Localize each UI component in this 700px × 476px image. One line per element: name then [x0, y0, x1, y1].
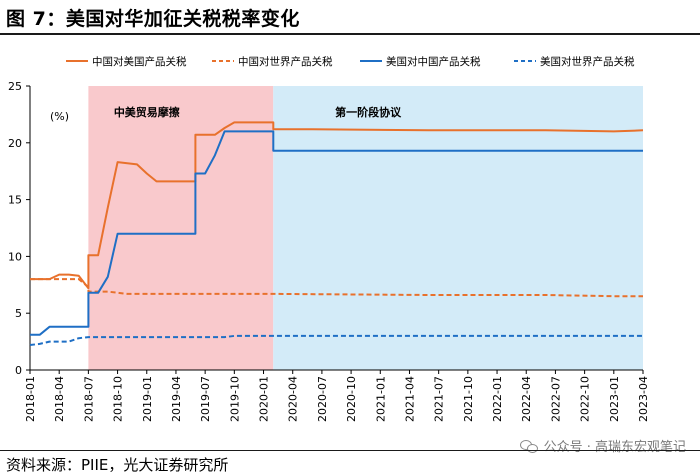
x-tick-label: 2022-04	[520, 376, 533, 422]
x-tick-label: 2018-10	[112, 376, 125, 422]
x-tick-label: 2020-07	[316, 376, 329, 422]
x-tick-label: 2021-07	[433, 376, 446, 422]
region-band	[88, 86, 274, 370]
series-line	[29, 334, 643, 346]
x-tick-label: 2019-01	[141, 376, 154, 422]
figure-title: 图 7：美国对华加征关税税率变化	[6, 8, 300, 30]
footer-divider	[0, 450, 700, 451]
legend-label: 美国对中国产品关税	[386, 55, 481, 68]
legend-label: 美国对世界产品关税	[540, 55, 635, 68]
legend-label: 中国对世界产品关税	[238, 55, 333, 68]
series-line	[30, 130, 643, 336]
series-lines	[29, 121, 644, 346]
x-tick-label: 2023-04	[637, 376, 650, 422]
y-tick-label: 10	[8, 250, 22, 263]
x-tick-label: 2019-07	[199, 376, 212, 422]
legend-label: 中国对美国产品关税	[92, 55, 187, 68]
y-tick-label: 0	[15, 364, 22, 377]
y-tick-label: 25	[8, 80, 22, 93]
watermark: 公众号 · 高瑞东宏观笔记	[519, 436, 686, 455]
watermark-text: 公众号 · 高瑞东宏观笔记	[543, 440, 686, 455]
tariff-line-chart: 0 5 10 15 20 25 2018-01 2018-04 2018-07 2018-10 20…	[8, 55, 650, 422]
x-tick-label: 2023-01	[608, 376, 621, 422]
series-line	[30, 278, 643, 298]
x-tick-label: 2020-10	[345, 376, 358, 422]
legend: 中国对美国产品关税 中国对世界产品关税 美国对中国产品关税 美国对世界产品关税	[66, 55, 635, 68]
region-backgrounds	[88, 86, 643, 370]
x-tick-label: 2021-10	[462, 376, 475, 422]
x-tick-label: 2018-01	[24, 376, 37, 422]
x-tick-label: 2019-04	[170, 376, 183, 422]
axes: 0 5 10 15 20 25 2018-01 2018-04 2018-07 2018-10 20…	[8, 80, 650, 422]
x-tick-label: 2022-01	[491, 376, 504, 422]
x-tick-label: 2020-01	[258, 376, 271, 422]
unit-label: (%)	[50, 110, 69, 123]
series-line	[30, 121, 644, 290]
y-tick-label: 5	[15, 307, 22, 320]
x-tick-label: 2022-10	[579, 376, 592, 422]
x-tick-label: 2018-07	[82, 376, 95, 422]
region-label: 第一阶段协议	[335, 105, 402, 119]
x-tick-label: 2019-10	[228, 376, 241, 422]
title-divider	[0, 33, 700, 35]
y-tick-label: 20	[8, 137, 22, 150]
y-tick-label: 15	[8, 194, 22, 207]
x-tick-label: 2022-07	[549, 376, 562, 422]
wechat-icon	[519, 439, 538, 453]
x-tick-label: 2021-01	[374, 376, 387, 422]
x-tick-label: 2020-04	[287, 376, 300, 422]
region-label: 中美贸易摩擦	[114, 105, 180, 119]
x-tick-label: 2021-04	[403, 376, 416, 422]
source-note: 资料来源：PIIE，光大证券研究所	[6, 456, 229, 474]
region-band	[273, 86, 643, 370]
region-labels: 中美贸易摩擦 第一阶段协议	[114, 105, 402, 119]
x-tick-label: 2018-04	[53, 376, 66, 422]
